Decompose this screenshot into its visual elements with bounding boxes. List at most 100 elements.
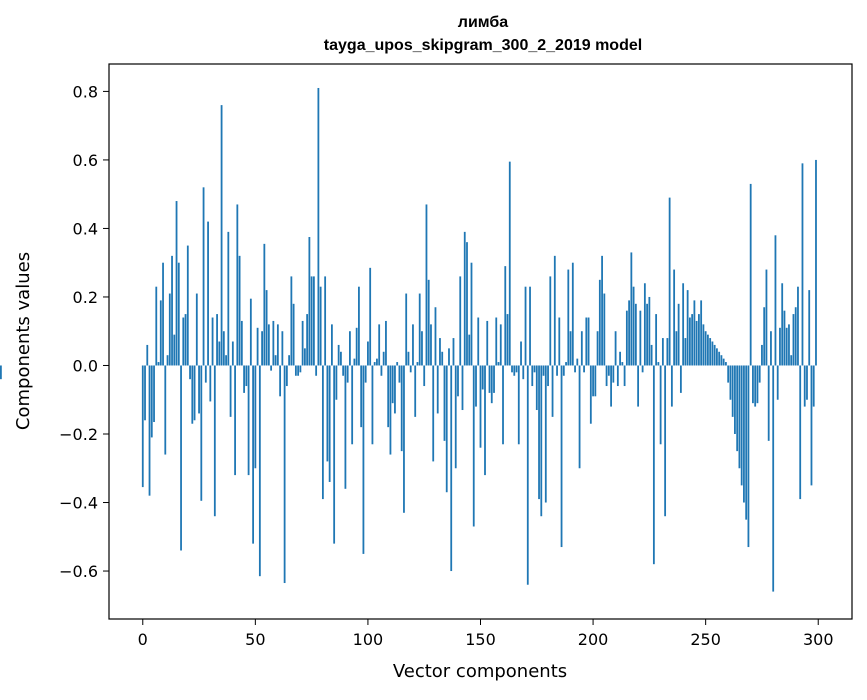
bar	[815, 159, 817, 366]
bar	[409, 365, 412, 373]
bar	[321, 365, 324, 500]
x-tick-label: 0	[138, 630, 148, 649]
bar	[405, 293, 408, 366]
bar	[466, 242, 468, 366]
bar	[371, 365, 374, 445]
x-axis-label: Vector components	[393, 661, 567, 682]
bar	[630, 252, 633, 366]
bar	[648, 296, 651, 366]
bar	[765, 269, 768, 366]
bar	[225, 355, 227, 366]
bar	[355, 327, 358, 366]
bar	[716, 348, 718, 366]
bar	[310, 276, 313, 366]
bar	[252, 365, 254, 544]
bar	[443, 365, 446, 441]
bar	[607, 365, 610, 376]
x-axis-ticks: 0 50 100 150 200 250 300	[138, 619, 834, 649]
bar	[457, 365, 459, 397]
bar	[605, 365, 608, 387]
bar	[380, 365, 383, 376]
bar	[686, 290, 689, 366]
bar	[684, 338, 687, 366]
bar	[340, 351, 342, 366]
bar	[452, 338, 455, 366]
bar	[326, 365, 329, 462]
bar	[776, 365, 779, 400]
bar	[353, 358, 356, 366]
bar	[621, 362, 624, 366]
bar	[297, 365, 300, 376]
bar	[504, 266, 507, 366]
bar	[360, 365, 363, 428]
bar	[294, 365, 297, 376]
bar	[592, 365, 594, 397]
bar	[652, 365, 655, 565]
bar	[484, 365, 486, 476]
bar	[477, 317, 480, 366]
bar	[772, 365, 775, 592]
bar	[628, 300, 630, 366]
chart-title: лимба	[458, 14, 509, 31]
y-tick-label: 0.2	[73, 288, 98, 307]
bar	[245, 365, 248, 387]
bar	[614, 331, 617, 366]
bar	[389, 365, 392, 455]
bar	[349, 331, 351, 366]
bar	[177, 262, 180, 366]
bar	[448, 348, 450, 366]
bar	[445, 365, 448, 493]
bar	[427, 279, 430, 366]
bar	[387, 365, 390, 428]
bars-group	[0, 87, 817, 592]
bar	[369, 267, 372, 366]
bar	[788, 324, 790, 366]
bar	[337, 344, 340, 366]
bar	[175, 201, 178, 366]
bar	[385, 320, 387, 366]
bar	[493, 365, 495, 393]
bar	[373, 362, 376, 366]
bar	[718, 351, 721, 366]
bar	[761, 344, 763, 366]
bar	[267, 324, 270, 366]
bar	[540, 365, 543, 517]
bar	[531, 365, 534, 387]
bar	[254, 365, 257, 469]
bar	[517, 365, 520, 445]
bar	[182, 317, 185, 366]
bar	[243, 365, 245, 393]
bar	[634, 303, 637, 366]
bar	[513, 365, 516, 376]
bar	[288, 355, 291, 366]
bar	[439, 338, 441, 366]
x-tick-label: 50	[245, 630, 265, 649]
bar	[256, 327, 259, 366]
bar	[382, 351, 385, 366]
bar	[571, 262, 574, 366]
bar	[522, 365, 525, 380]
bar	[202, 187, 205, 366]
bar	[423, 365, 426, 387]
bar	[148, 365, 151, 496]
bar	[612, 365, 615, 383]
bar	[216, 314, 218, 366]
bar	[180, 365, 182, 551]
bar	[418, 293, 421, 366]
bar	[200, 365, 203, 501]
bar	[198, 365, 200, 414]
bar	[166, 355, 169, 366]
bar	[801, 163, 804, 366]
bar	[324, 276, 327, 366]
bar	[664, 365, 667, 517]
bar	[459, 276, 462, 366]
bar	[707, 334, 709, 366]
bar	[558, 317, 561, 366]
bar	[587, 317, 590, 366]
bar	[754, 365, 757, 407]
bar	[301, 320, 304, 366]
bar	[159, 300, 162, 366]
bar	[655, 314, 658, 366]
bar	[299, 365, 302, 373]
